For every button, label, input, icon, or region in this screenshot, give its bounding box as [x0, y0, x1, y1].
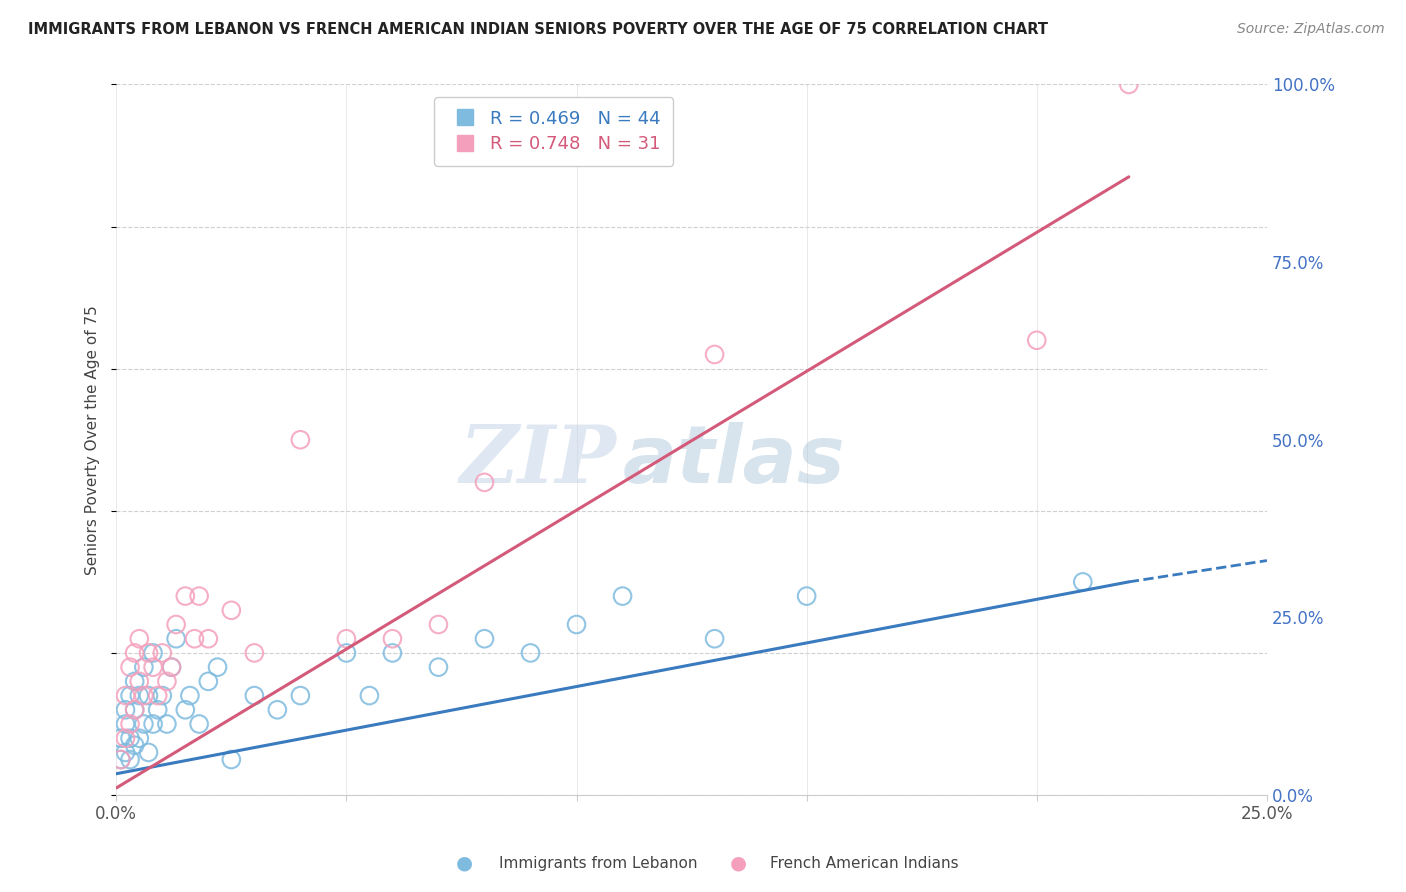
Point [114, 703, 136, 717]
Point [1118, 78, 1140, 92]
Point [290, 433, 312, 447]
Point [474, 632, 496, 646]
Point [110, 752, 132, 766]
Point [120, 731, 142, 746]
Point [221, 752, 243, 766]
Point [124, 674, 146, 689]
Point [110, 752, 132, 766]
Text: Source: ZipAtlas.com: Source: ZipAtlas.com [1237, 22, 1385, 37]
Point [335, 632, 357, 646]
Point [124, 739, 146, 753]
Text: ●: ● [730, 854, 747, 873]
Legend: R = 0.469   N = 44, R = 0.748   N = 31: R = 0.469 N = 44, R = 0.748 N = 31 [434, 97, 673, 166]
Point [128, 689, 150, 703]
Point [243, 646, 266, 660]
Point [290, 689, 312, 703]
Text: ●: ● [456, 854, 472, 873]
Point [165, 632, 187, 646]
Point [179, 689, 201, 703]
Point [114, 746, 136, 760]
Text: French American Indians: French American Indians [770, 856, 959, 871]
Point [142, 646, 165, 660]
Point [221, 603, 243, 617]
Point [150, 646, 173, 660]
Point [138, 746, 160, 760]
Point [150, 689, 173, 703]
Point [124, 703, 146, 717]
Point [120, 660, 142, 674]
Point [359, 689, 381, 703]
Point [243, 689, 266, 703]
Point [197, 674, 219, 689]
Point [142, 660, 165, 674]
Point [160, 660, 183, 674]
Point [114, 717, 136, 731]
Point [156, 674, 179, 689]
Point [381, 646, 404, 660]
Point [120, 689, 142, 703]
Point [381, 632, 404, 646]
Y-axis label: Seniors Poverty Over the Age of 75: Seniors Poverty Over the Age of 75 [86, 305, 100, 574]
Text: Immigrants from Lebanon: Immigrants from Lebanon [499, 856, 697, 871]
Point [128, 731, 150, 746]
Point [174, 703, 197, 717]
Point [565, 617, 588, 632]
Point [120, 752, 142, 766]
Point [128, 674, 150, 689]
Point [132, 689, 155, 703]
Point [138, 689, 160, 703]
Point [120, 717, 142, 731]
Point [114, 731, 136, 746]
Point [156, 717, 179, 731]
Point [207, 660, 229, 674]
Point [174, 589, 197, 603]
Point [160, 660, 183, 674]
Point [335, 646, 357, 660]
Point [132, 660, 155, 674]
Point [138, 646, 160, 660]
Point [114, 689, 136, 703]
Text: IMMIGRANTS FROM LEBANON VS FRENCH AMERICAN INDIAN SENIORS POVERTY OVER THE AGE O: IMMIGRANTS FROM LEBANON VS FRENCH AMERIC… [28, 22, 1047, 37]
Point [132, 717, 155, 731]
Point [165, 617, 187, 632]
Point [142, 717, 165, 731]
Text: ZIP: ZIP [460, 422, 617, 500]
Point [796, 589, 818, 603]
Point [124, 703, 146, 717]
Point [474, 475, 496, 490]
Point [427, 660, 450, 674]
Point [612, 589, 634, 603]
Point [128, 632, 150, 646]
Point [146, 689, 169, 703]
Point [197, 632, 219, 646]
Point [124, 646, 146, 660]
Point [519, 646, 541, 660]
Point [1025, 333, 1047, 347]
Text: atlas: atlas [623, 422, 845, 500]
Point [146, 703, 169, 717]
Point [188, 589, 211, 603]
Point [703, 347, 725, 361]
Point [266, 703, 288, 717]
Point [703, 632, 725, 646]
Point [427, 617, 450, 632]
Point [1071, 574, 1094, 589]
Point [183, 632, 205, 646]
Point [188, 717, 211, 731]
Point [110, 731, 132, 746]
